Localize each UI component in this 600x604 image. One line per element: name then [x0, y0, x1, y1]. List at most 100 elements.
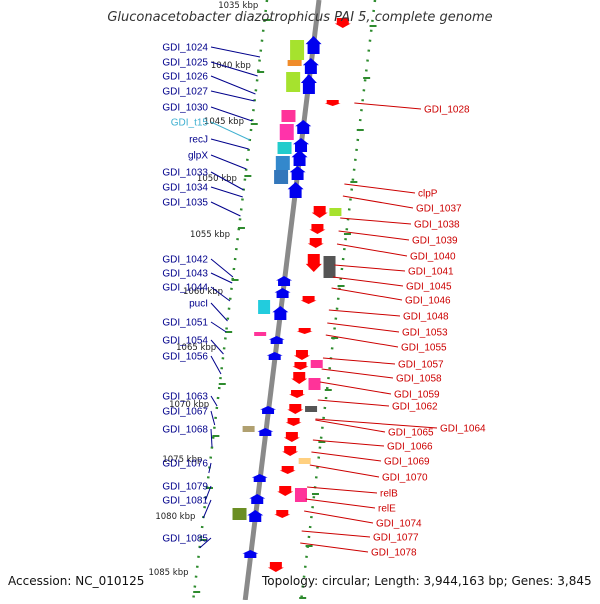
reverse-gene-arrow — [274, 510, 291, 518]
gene-label-right: GDI_1074 — [376, 519, 422, 530]
forward-gene-arrow — [274, 288, 291, 298]
reverse-gene-arrow — [291, 372, 308, 384]
gene-label-left: glpX — [188, 151, 208, 162]
gene-leader-line — [319, 381, 392, 395]
gene-leader-line — [210, 428, 213, 448]
gene-label-right: GDI_1048 — [403, 312, 449, 323]
forward-gene-arrow — [247, 510, 264, 522]
feature-box — [294, 488, 307, 502]
reverse-gene-arrow — [305, 254, 322, 272]
scale-label-bg — [197, 115, 246, 126]
gene-label-left: GDI_1051 — [162, 318, 208, 329]
gene-label-right: GDI_1070 — [382, 473, 428, 484]
feature-box — [308, 378, 321, 390]
gene-label-right: GDI_1069 — [384, 457, 430, 468]
gene-leader-line — [210, 90, 255, 102]
forward-gene-arrow — [257, 428, 274, 436]
gene-leader-line — [210, 302, 228, 322]
gene-leader-line — [210, 46, 261, 58]
reverse-gene-arrow — [285, 418, 302, 426]
scale-label: 1080 kbp — [155, 512, 195, 522]
gene-leader-line — [208, 462, 212, 474]
gene-leader-line — [210, 106, 253, 122]
gene-leader-line — [327, 322, 400, 333]
gene-label-left: GDI_1027 — [162, 87, 208, 98]
forward-gene-arrow — [300, 74, 317, 94]
forward-gene-arrow — [293, 138, 310, 152]
scale-label-bg — [212, 0, 261, 10]
gene-label-right: GDI_1041 — [408, 267, 454, 278]
gene-leader-line — [210, 339, 224, 355]
gene-leader-line — [336, 243, 408, 257]
gene-leader-line — [315, 418, 438, 429]
forward-gene-arrow — [272, 306, 289, 320]
gene-leader-line — [321, 368, 394, 379]
gene-leader-line — [210, 121, 250, 141]
reverse-gene-arrow — [283, 432, 300, 442]
scale-label-bg — [177, 285, 226, 296]
forward-gene-arrow — [268, 336, 285, 344]
gene-leader-line — [344, 183, 416, 194]
gene-leader-line — [315, 419, 386, 433]
gene-leader-line — [210, 201, 241, 217]
gene-label-left: GDI_1042 — [162, 255, 208, 266]
gene-leader-line — [210, 355, 222, 375]
gene-leader-line — [210, 61, 258, 77]
feature-box — [281, 110, 296, 122]
gene-label-left: GDI_1043 — [162, 269, 208, 280]
scale-label: 1035 kbp — [218, 1, 258, 11]
gene-label-right: GDI_1046 — [405, 296, 451, 307]
reverse-gene-arrow — [309, 224, 326, 234]
reverse-gene-arrow — [293, 350, 310, 360]
gene-label-left: GDI_1076 — [162, 459, 208, 470]
reverse-gene-arrow — [287, 404, 304, 414]
gene-leader-line — [311, 451, 382, 462]
scale-label-bg — [204, 59, 253, 70]
scale-label-bg — [149, 510, 198, 521]
gene-label-right: GDI_1059 — [394, 390, 440, 401]
gene-label-right: clpP — [418, 189, 438, 200]
scale-label-bg — [163, 398, 212, 409]
gene-leader-line — [210, 410, 216, 426]
genome-summary-text: Topology: circular; Length: 3,944,163 bp… — [262, 574, 592, 588]
forward-gene-arrow — [287, 182, 304, 198]
gene-label-left: GDI_1081 — [162, 496, 208, 507]
gene-label-right: GDI_1057 — [398, 360, 444, 371]
gene-leader-line — [325, 334, 399, 348]
gene-leader-line — [322, 357, 396, 365]
gene-label-left: GDI_1054 — [162, 336, 208, 347]
gene-label-left: GDI_1033 — [162, 168, 208, 179]
forward-gene-arrow — [242, 550, 259, 558]
gene-leader-line — [210, 186, 243, 198]
gene-leader-line — [210, 75, 256, 95]
right-labels-layer: GDI_1028 clpP GDI_1037 GDI_1038 GDI_1039 GDI_… — [300, 102, 486, 559]
gene-leader-line — [210, 171, 244, 191]
gene-label-left: GDI_1044 — [162, 283, 208, 294]
feature-box — [298, 458, 311, 464]
feature-box — [279, 124, 294, 140]
reverse-gene-arrow — [267, 562, 284, 572]
forward-gene-arrow — [302, 58, 319, 74]
gene-label-right: relB — [380, 489, 398, 500]
gene-leader-line — [309, 464, 380, 478]
forward-gene-arrow — [289, 166, 306, 180]
gene-label-right: GDI_1077 — [373, 533, 419, 544]
scale-label-bg — [184, 228, 233, 239]
gene-label-left: GDI_1079 — [162, 482, 208, 493]
gene-leader-line — [354, 102, 422, 110]
gene-leader-line — [199, 537, 212, 549]
left-labels-layer: GDI_1024 GDI_1025 GDI_1026 GDI_1027 GDI_1030… — [162, 43, 261, 549]
gene-label-left: GDI_1063 — [162, 392, 208, 403]
scale-label: 1085 kbp — [148, 568, 188, 578]
feature-box — [258, 300, 271, 314]
gene-leader-line — [305, 498, 376, 509]
gene-label-right: GDI_1062 — [392, 402, 438, 413]
accession-text: Accession: NC_010125 — [8, 574, 145, 588]
gene-leader-line — [210, 395, 218, 407]
gene-leader-line — [210, 321, 227, 333]
gene-label-left: recJ — [189, 135, 208, 146]
gene-label-right: GDI_1055 — [401, 343, 447, 354]
gene-label-left: GDI_1068 — [162, 425, 208, 436]
gene-leader-line — [210, 258, 234, 278]
